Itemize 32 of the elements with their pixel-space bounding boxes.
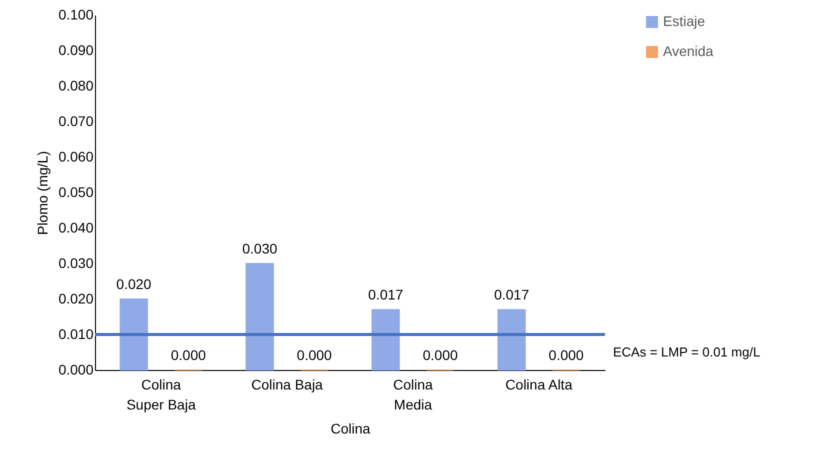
y-tick-label: 0.010 xyxy=(58,326,94,342)
y-tick-label: 0.060 xyxy=(58,148,94,164)
data-label: 0.017 xyxy=(494,286,530,303)
x-tick-label: Colina Alta xyxy=(505,376,573,392)
y-tick-label: 0.030 xyxy=(58,255,94,271)
data-label: 0.000 xyxy=(170,347,206,363)
y-tick-label: 0.000 xyxy=(58,362,94,378)
y-tick-label: 0.040 xyxy=(58,220,94,236)
bar xyxy=(372,309,400,370)
x-axis-title: Colina xyxy=(330,420,371,436)
y-tick-label: 0.100 xyxy=(58,6,94,22)
x-tick-label: Colina Baja xyxy=(251,376,324,392)
y-tick-label: 0.070 xyxy=(58,113,94,129)
data-label: 0.030 xyxy=(242,240,278,256)
bar xyxy=(246,263,274,370)
y-tick-label: 0.050 xyxy=(58,184,94,200)
ref-line-label: ECAs = LMP = 0.01 mg/L xyxy=(613,344,760,360)
y-tick-label: 0.090 xyxy=(58,42,94,58)
data-label: 0.000 xyxy=(296,347,332,363)
y-tick-label: 0.020 xyxy=(58,290,94,306)
x-tick-label: Colina Media xyxy=(393,376,434,412)
data-label: 0.000 xyxy=(548,347,584,363)
bar xyxy=(497,309,526,370)
data-label: 0.017 xyxy=(368,286,404,303)
legend-label: Estiaje xyxy=(663,13,706,29)
legend-label: Avenida xyxy=(663,43,714,59)
y-axis-title: Plomo (mg/L) xyxy=(34,150,50,236)
data-label: 0.000 xyxy=(422,347,458,363)
data-label: 0.020 xyxy=(116,276,152,292)
x-tick-label: Colina Super Baja xyxy=(126,376,196,412)
y-tick-label: 0.080 xyxy=(58,78,94,94)
bar xyxy=(120,298,148,370)
